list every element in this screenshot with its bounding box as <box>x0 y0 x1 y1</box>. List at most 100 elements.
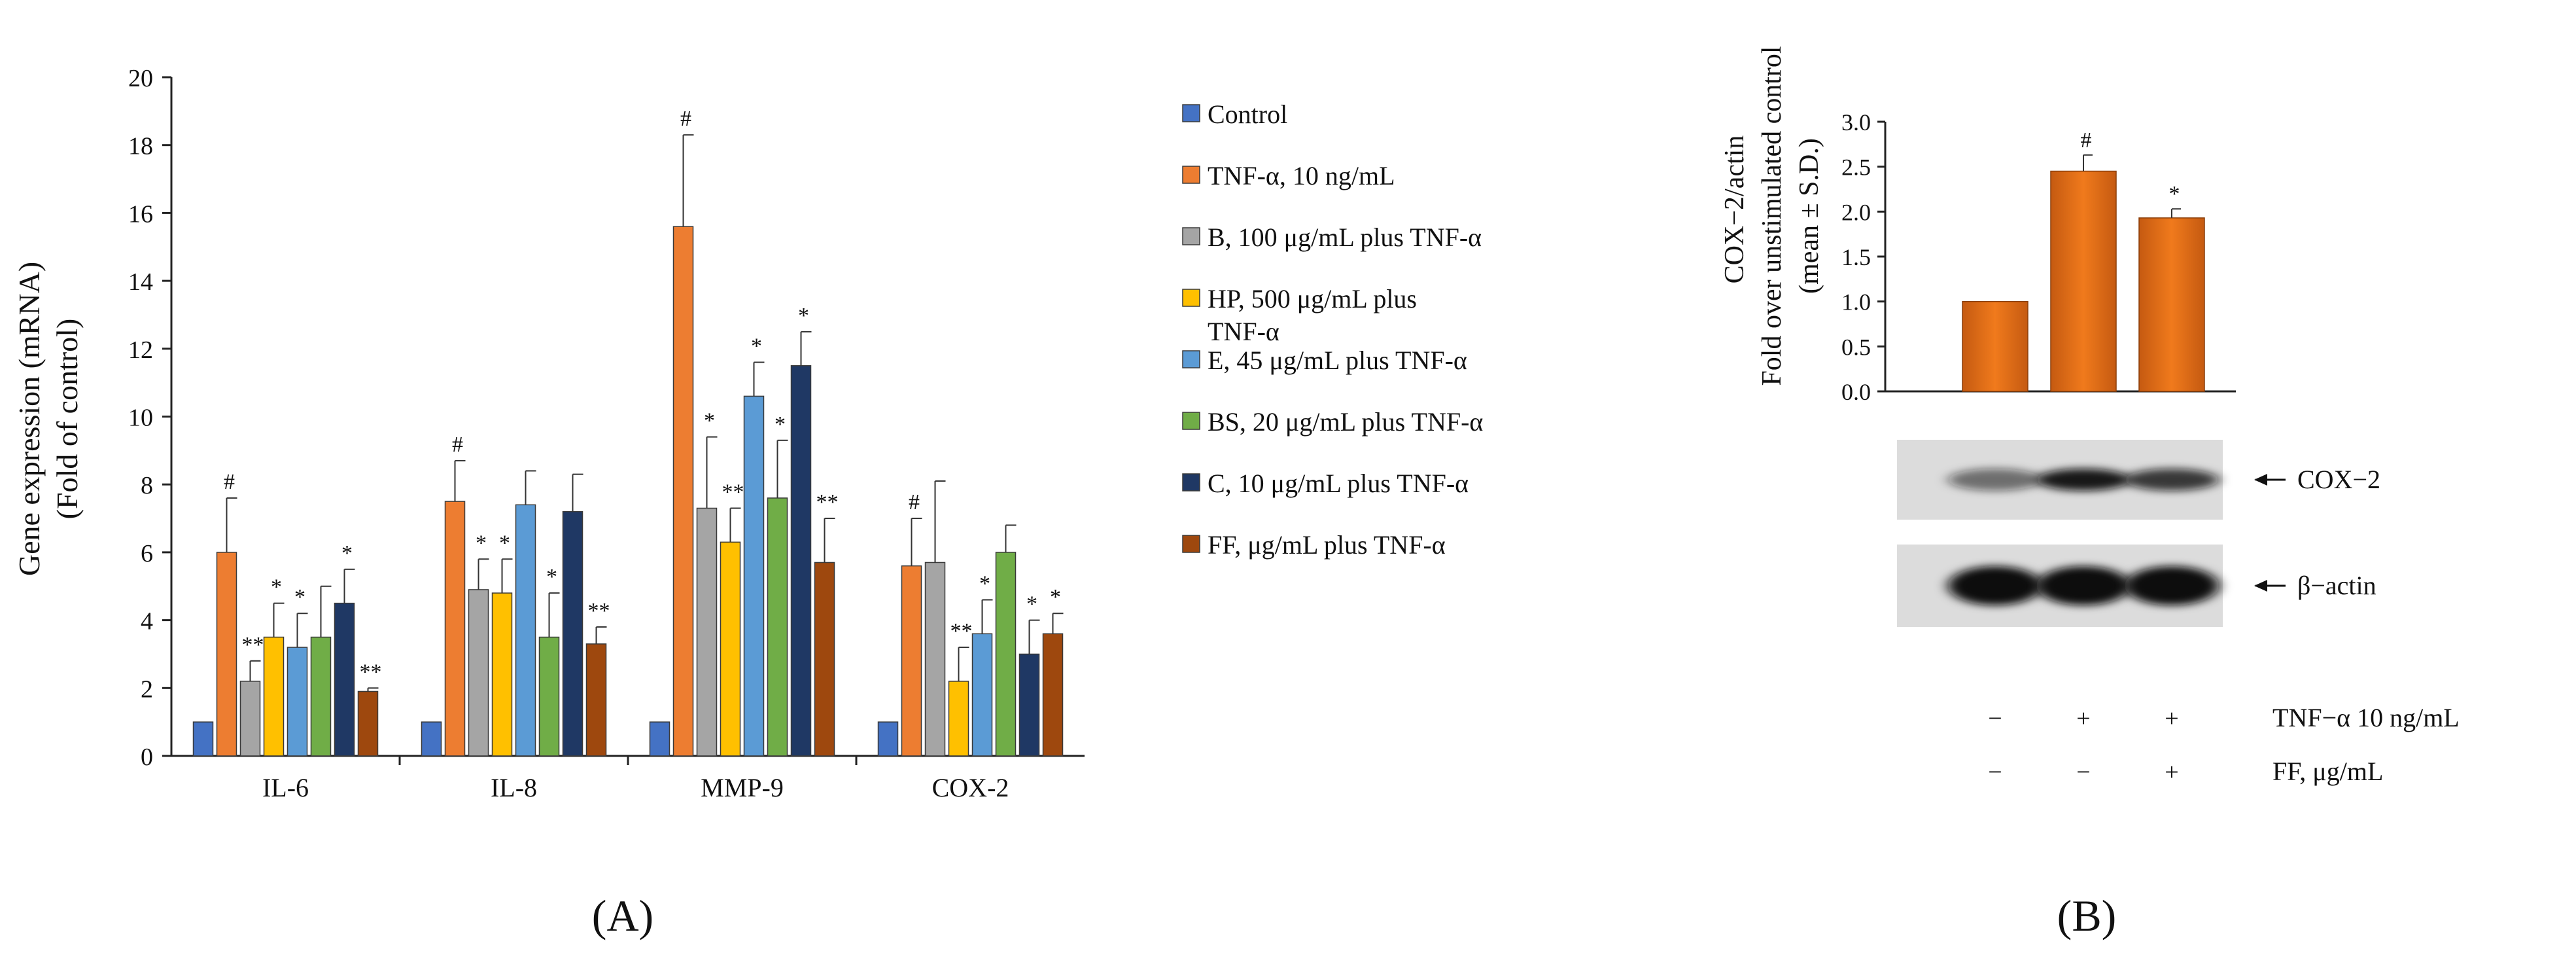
bar <box>421 721 442 757</box>
panel-b-ylabel-line-3: (mean ± S.D.) <box>1794 138 1824 294</box>
panel-a-legend: Control TNF-α, 10 ng/mL B, 100 μg/mL plus … <box>1182 99 1483 560</box>
panel-a-bars: #*** ****#* ****#******** #**** * <box>192 107 1064 757</box>
legend-swatch <box>1182 473 1200 492</box>
significance-mark: # <box>909 490 920 514</box>
significance-mark: * <box>476 531 487 555</box>
significance-mark: # <box>2081 128 2092 152</box>
bar <box>743 395 765 757</box>
significance-mark: * <box>271 575 282 599</box>
y-tick-label: 2.5 <box>1841 154 1871 181</box>
legend-label: TNF-α <box>1208 317 1279 346</box>
significance-mark: ** <box>360 660 382 684</box>
significance-mark: * <box>499 531 510 555</box>
y-tick-label: 3.0 <box>1841 109 1871 135</box>
significance-mark: ** <box>588 599 610 623</box>
legend-swatch <box>1182 166 1200 184</box>
panel-a-axes <box>170 77 1085 757</box>
panel-a-x-ticks: IL-6 IL-8 MMP-9 COX-2 <box>262 756 1009 802</box>
condition-sign: + <box>2076 705 2090 732</box>
bar <box>971 633 993 757</box>
significance-mark: * <box>294 585 305 609</box>
y-tick-label: 1.5 <box>1841 244 1871 270</box>
y-tick-label: 16 <box>128 200 153 228</box>
arrow-head-icon <box>2254 474 2267 486</box>
legend-label: C, 10 μg/mL plus TNF-α <box>1208 469 1469 498</box>
bar <box>2050 170 2117 392</box>
y-tick-label: 0.0 <box>1841 379 1871 405</box>
bar <box>562 510 583 757</box>
panel-a: Gene expression (mRNA) (Fold of control)… <box>12 65 1483 940</box>
bar <box>538 636 560 757</box>
y-tick-label: 20 <box>128 65 153 92</box>
bar <box>287 647 308 757</box>
panel-b-ylabel-line-2: Fold over unstimulated control <box>1757 46 1787 385</box>
condition-sign: − <box>1988 759 2002 786</box>
panel-a-ylabel-line-1: Gene expression (mRNA) <box>12 262 46 576</box>
bar <box>585 643 607 757</box>
panel-a-label: (A) <box>592 891 653 940</box>
legend-label: Control <box>1208 99 1287 129</box>
panel-b-condition-table: − + + TNF−α 10 ng/mL − − + FF, μg/mL <box>1988 703 2459 786</box>
significance-mark: ** <box>816 490 839 514</box>
legend-label: HP, 500 μg/mL plus <box>1208 284 1417 313</box>
legend-swatch <box>1182 227 1200 245</box>
bar <box>790 365 812 757</box>
bar <box>672 226 694 757</box>
x-tick-label: IL-6 <box>262 773 309 802</box>
significance-mark: ** <box>950 619 973 643</box>
bar <box>767 497 788 757</box>
y-tick-label: 2 <box>141 675 153 703</box>
legend-label: TNF-α, 10 ng/mL <box>1208 161 1395 190</box>
bar <box>192 721 214 757</box>
bar <box>814 562 835 757</box>
bar <box>357 690 379 757</box>
y-tick-label: 12 <box>128 336 153 364</box>
bar <box>491 592 513 757</box>
legend-label: FF, μg/mL plus TNF-α <box>1208 530 1446 560</box>
significance-mark: * <box>341 541 353 565</box>
y-tick-label: 10 <box>128 404 153 432</box>
legend-label: B, 100 μg/mL plus TNF-α <box>1208 223 1482 252</box>
bar <box>901 565 922 757</box>
bar <box>720 541 741 757</box>
significance-mark: * <box>751 334 762 359</box>
arrow-head-icon <box>2254 580 2267 592</box>
x-tick-label: IL-8 <box>491 773 537 802</box>
y-tick-label: 18 <box>128 133 153 160</box>
bar <box>216 552 237 757</box>
panel-b-bars: #* <box>1962 128 2205 392</box>
blot-band <box>2036 566 2131 605</box>
panel-a-y-ticks: 0 2 4 6 8 10 12 14 16 18 20 <box>128 65 171 771</box>
y-tick-label: 1.0 <box>1841 289 1871 315</box>
bar <box>948 681 969 757</box>
y-tick-label: 8 <box>141 472 153 499</box>
bar <box>263 636 285 757</box>
significance-mark: * <box>775 412 786 437</box>
panel-b-western-blot: COX−2 β−actin <box>1897 440 2380 627</box>
bar <box>995 552 1017 757</box>
panel-b-ylabel-line-1: COX−2/actin <box>1720 135 1750 284</box>
legend-swatch <box>1182 289 1200 307</box>
y-tick-label: 4 <box>141 608 153 635</box>
bar <box>1018 653 1040 757</box>
significance-mark: * <box>546 565 557 589</box>
significance-mark: * <box>798 304 809 328</box>
bar <box>239 681 261 757</box>
panel-b-ylabel: COX−2/actin Fold over unstimulated contr… <box>1720 46 1824 385</box>
blot-label: β−actin <box>2297 571 2376 600</box>
condition-sign: + <box>2165 759 2178 786</box>
legend-label: BS, 20 μg/mL plus TNF-α <box>1208 407 1483 437</box>
panel-a-ylabel: Gene expression (mRNA) (Fold of control) <box>12 262 84 576</box>
significance-mark: ** <box>242 633 264 657</box>
significance-mark: # <box>680 107 691 131</box>
bar <box>2138 217 2205 392</box>
significance-mark: # <box>452 433 463 457</box>
legend-swatch <box>1182 350 1200 368</box>
condition-sign: + <box>2165 705 2178 732</box>
legend-swatch <box>1182 104 1200 122</box>
significance-mark: * <box>1050 585 1061 609</box>
panel-b-y-ticks: 0.0 0.5 1.0 1.5 2.0 2.5 3.0 <box>1841 109 1885 405</box>
y-tick-label: 14 <box>128 268 153 296</box>
bar <box>924 562 946 757</box>
